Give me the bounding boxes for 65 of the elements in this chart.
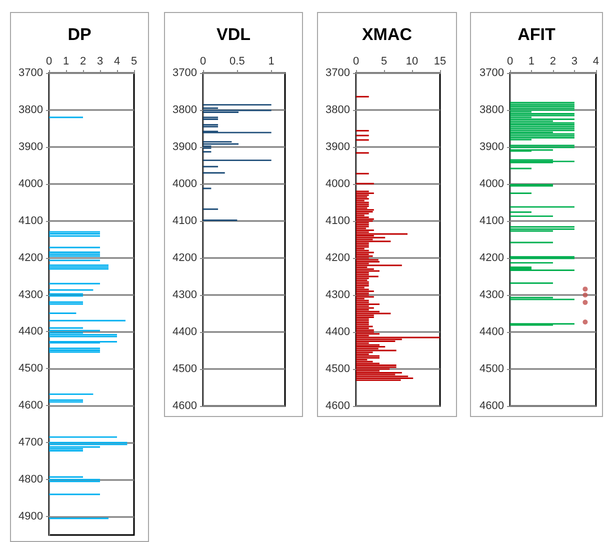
x-tick-label: 5	[380, 56, 388, 68]
y-tick-label: 4300	[326, 289, 350, 301]
y-tick-label: 4900	[18, 510, 43, 523]
y-tick-label: 3900	[18, 140, 43, 153]
x-tick-label: 4	[114, 56, 120, 68]
y-tick-label: 3900	[480, 141, 504, 153]
chart-title: DP	[68, 25, 92, 44]
x-tick-label: 0	[506, 56, 514, 68]
x-tick-label: 1	[528, 56, 535, 68]
y-tick-label: 3900	[172, 141, 197, 153]
y-tick-label: 4000	[18, 178, 43, 190]
y-tick-label: 4500	[480, 363, 504, 375]
y-tick-label: 4000	[172, 178, 197, 190]
y-tick-label: 3700	[172, 67, 197, 79]
y-tick-label: 3800	[172, 104, 197, 116]
y-tick-label: 4100	[480, 215, 504, 227]
y-tick-label: 3700	[326, 67, 350, 79]
y-tick-label: 3700	[18, 67, 43, 79]
y-tick-label: 4600	[172, 400, 197, 412]
y-tick-label: 4400	[480, 326, 504, 338]
y-tick-label: 4400	[326, 326, 350, 338]
x-tick-label: 3	[96, 56, 104, 68]
x-tick-label: 3	[571, 56, 578, 68]
y-tick-label: 4500	[18, 362, 43, 375]
y-tick-label: 4800	[18, 474, 43, 486]
x-tick-label: 2	[550, 56, 556, 68]
y-tick-label: 4200	[172, 252, 197, 264]
y-tick-label: 3800	[480, 104, 504, 116]
y-tick-label: 4200	[326, 252, 350, 264]
x-tick-label: 0	[200, 56, 206, 68]
y-tick-label: 3800	[18, 104, 43, 116]
y-tick-label: 4600	[480, 400, 504, 412]
y-tick-label: 4000	[326, 178, 350, 190]
y-tick-label: 4300	[172, 289, 197, 301]
x-tick-label: 2	[80, 56, 86, 68]
x-tick-label: 4	[592, 56, 600, 68]
y-tick-label: 4200	[480, 252, 504, 264]
y-tick-label: 4100	[172, 215, 197, 227]
y-tick-label: 4100	[18, 214, 43, 227]
y-tick-label: 4100	[326, 215, 350, 227]
y-tick-label: 4600	[326, 400, 350, 412]
chart-title: AFIT	[518, 25, 556, 44]
y-tick-label: 4000	[480, 178, 504, 190]
x-tick-label: 0.5	[230, 56, 245, 68]
y-tick-label: 4600	[18, 400, 43, 412]
y-tick-label: 4400	[18, 326, 43, 338]
y-tick-label: 4400	[172, 326, 197, 338]
chart-title: XMAC	[362, 25, 412, 44]
y-tick-label: 4200	[18, 252, 43, 264]
y-tick-label: 4700	[18, 436, 43, 449]
x-tick-label: 15	[434, 56, 446, 68]
y-tick-label: 4500	[172, 363, 197, 375]
x-tick-label: 5	[130, 56, 138, 68]
x-tick-label: 0	[46, 56, 52, 68]
y-tick-label: 3900	[326, 141, 350, 153]
y-tick-label: 4300	[480, 289, 504, 301]
y-tick-label: 4500	[326, 363, 350, 375]
chart-title: VDL	[216, 25, 250, 44]
x-tick-label: 10	[406, 56, 418, 68]
y-tick-label: 3700	[480, 67, 504, 79]
x-tick-label: 1	[268, 56, 274, 68]
x-tick-label: 1	[62, 56, 70, 68]
x-tick-label: 0	[352, 56, 360, 68]
y-tick-label: 4300	[18, 288, 43, 301]
y-tick-label: 3800	[326, 104, 350, 116]
